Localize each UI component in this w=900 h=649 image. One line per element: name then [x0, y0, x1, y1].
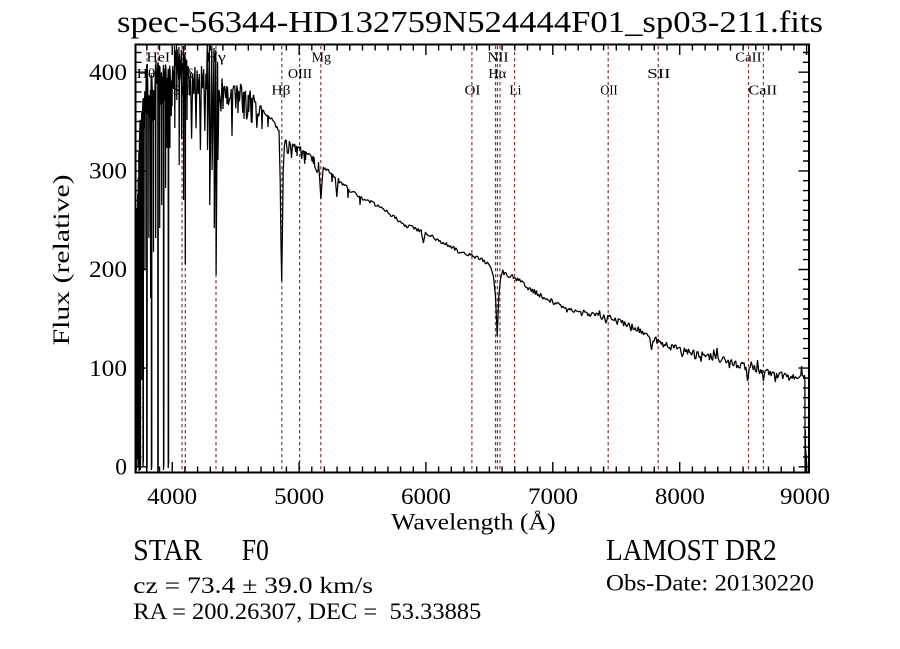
svg-text:OIII: OIII — [288, 66, 312, 81]
svg-text:Mg: Mg — [312, 49, 332, 64]
svg-text:NII: NII — [488, 49, 510, 64]
svg-text:spec-56344-HD132759N524444F01_: spec-56344-HD132759N524444F01_sp03-211.f… — [117, 4, 823, 39]
svg-text:400: 400 — [89, 60, 127, 86]
svg-text:LAMOST DR2: LAMOST DR2 — [606, 532, 777, 567]
svg-text:STAR: STAR — [133, 532, 202, 567]
svg-text:RA = 200.26307, DEC = 53.3388: RA = 200.26307, DEC = 53.33885 — [133, 599, 481, 625]
svg-text:CaII: CaII — [735, 49, 762, 64]
svg-text:0: 0 — [115, 454, 127, 480]
svg-text:F0: F0 — [242, 532, 269, 567]
svg-text:Li: Li — [509, 82, 521, 97]
svg-text:OII: OII — [600, 82, 618, 97]
svg-text:OI: OI — [465, 82, 481, 97]
svg-text:HeI: HeI — [147, 49, 171, 64]
svg-text:7000: 7000 — [528, 484, 578, 510]
svg-text:8000: 8000 — [655, 484, 705, 510]
svg-text:300: 300 — [89, 159, 127, 185]
svg-text:100: 100 — [89, 356, 127, 382]
svg-text:Flux (relative): Flux (relative) — [49, 174, 75, 345]
svg-text:5000: 5000 — [274, 484, 324, 510]
svg-text:SII: SII — [647, 66, 671, 81]
svg-text:Wavelength (Å): Wavelength (Å) — [391, 510, 556, 536]
svg-text:200: 200 — [89, 257, 127, 283]
svg-text:cz = 73.4 ± 39.0 km/s: cz = 73.4 ± 39.0 km/s — [133, 573, 373, 599]
svg-text:4000: 4000 — [147, 484, 197, 510]
svg-text:6000: 6000 — [401, 484, 451, 510]
svg-text:Hα: Hα — [488, 66, 506, 81]
svg-text:Hβ: Hβ — [272, 82, 291, 97]
svg-text:9000: 9000 — [780, 484, 830, 510]
svg-text:Obs-Date: 20130220: Obs-Date: 20130220 — [606, 571, 814, 597]
svg-text:CaII: CaII — [748, 82, 777, 97]
